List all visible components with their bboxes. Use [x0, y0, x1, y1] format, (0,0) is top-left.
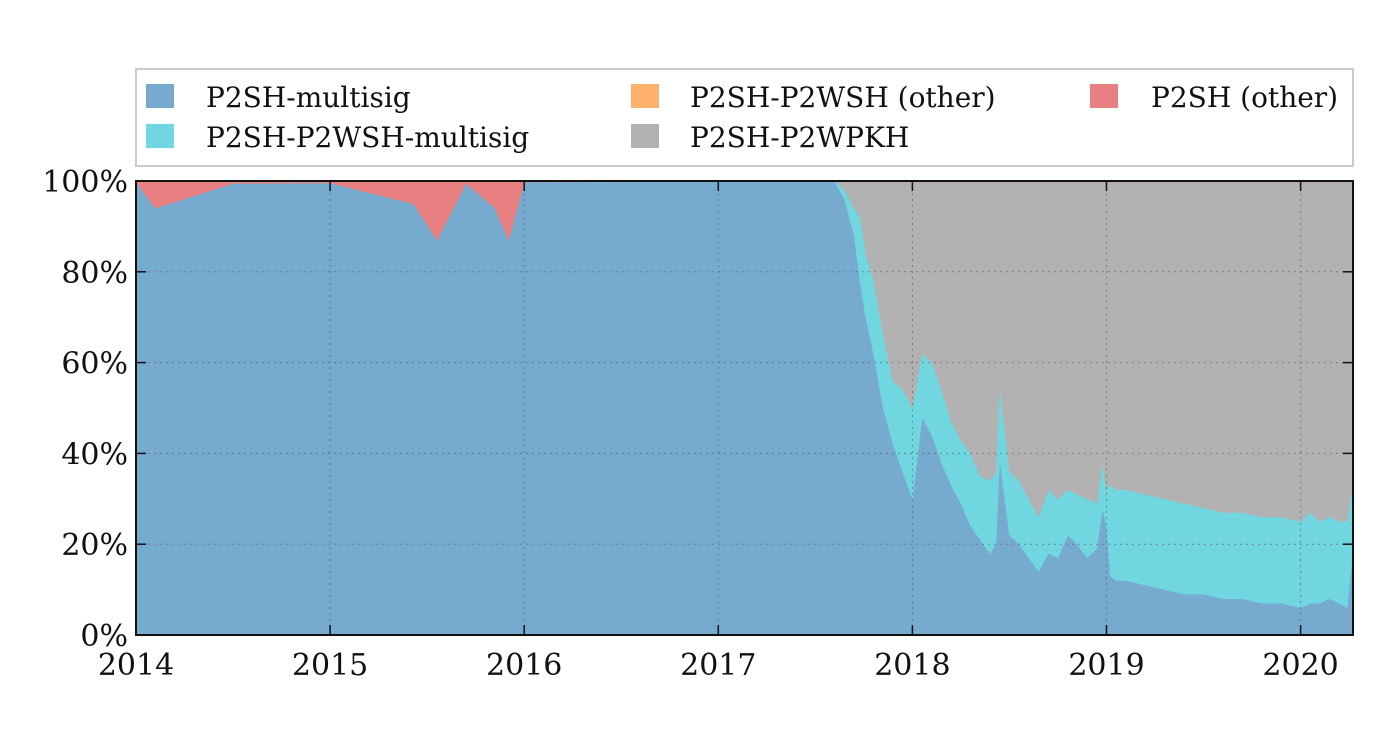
x-tick-label: 2018	[874, 648, 950, 683]
legend-swatch-p2sh-p2wsh-multisig	[146, 124, 174, 148]
x-tick-label: 2015	[292, 648, 368, 683]
x-tick-label: 2016	[486, 648, 562, 683]
y-tick-label: 80%	[61, 256, 128, 291]
area-layers	[135, 180, 1354, 636]
x-tick-label: 2017	[680, 648, 756, 683]
x-tick-label: 2019	[1068, 648, 1144, 683]
legend-label-p2sh-other: P2SH (other)	[1151, 81, 1338, 114]
legend-swatch-p2sh-multisig	[146, 84, 174, 108]
x-tick-label: 2020	[1262, 648, 1338, 683]
legend-label-p2sh-p2wpkh: P2SH-P2WPKH	[690, 121, 909, 154]
legend-label-p2sh-p2wsh-multisig: P2SH-P2WSH-multisig	[206, 121, 529, 154]
legend-swatch-p2sh-p2wsh-other	[631, 84, 659, 108]
y-tick-label: 0%	[80, 619, 128, 654]
legend-frame	[135, 68, 1354, 167]
legend-swatch-p2sh-p2wpkh	[631, 124, 659, 148]
gridlines	[136, 181, 1353, 635]
y-tick-label: 20%	[61, 528, 128, 563]
y-tick-label: 100%	[42, 165, 128, 200]
y-axis-labels: 0% 20% 40% 60% 80% 100%	[42, 165, 128, 654]
y-tick-label: 40%	[61, 437, 128, 472]
x-tick-label: 2014	[98, 648, 174, 683]
legend-swatch-p2sh-other	[1090, 84, 1118, 108]
legend: P2SH-multisig P2SH-P2WSH (other) P2SH (o…	[135, 68, 1354, 167]
legend-label-p2sh-multisig: P2SH-multisig	[206, 81, 411, 114]
x-axis-labels: 2014 2015 2016 2017 2018 2019 2020	[98, 648, 1339, 683]
plot-frame	[135, 180, 1354, 636]
y-tick-label: 60%	[61, 347, 128, 382]
legend-label-p2sh-p2wsh-other: P2SH-P2WSH (other)	[690, 81, 996, 114]
